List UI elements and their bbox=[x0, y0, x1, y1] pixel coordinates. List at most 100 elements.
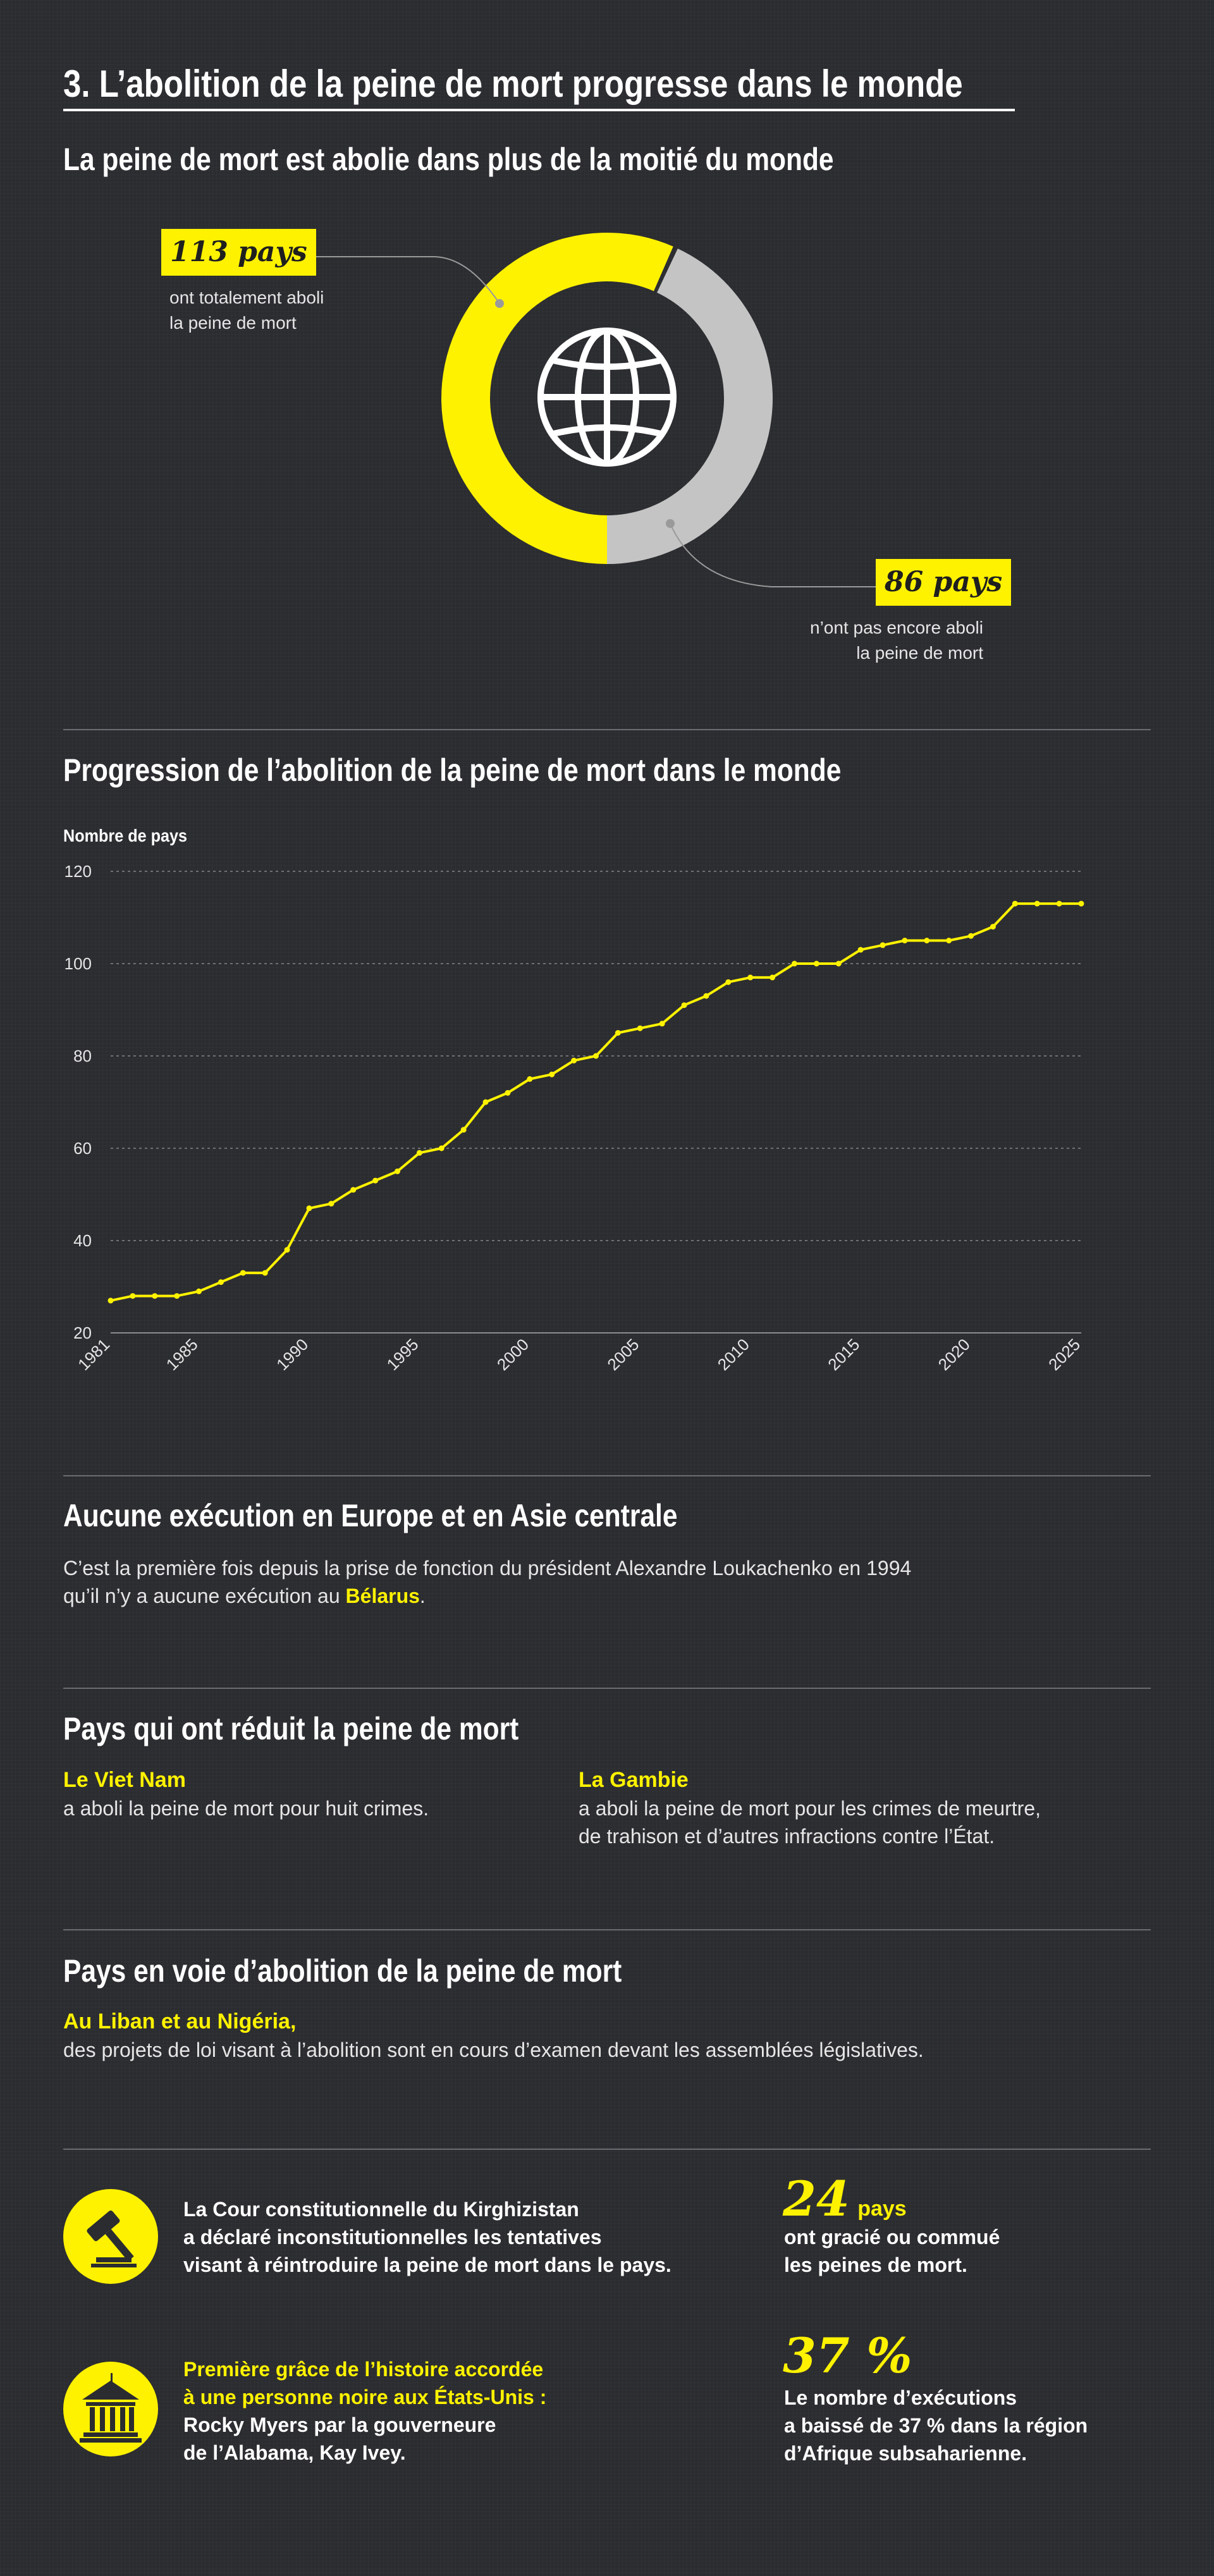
divider-2 bbox=[63, 1475, 1151, 1476]
not-abolished-desc-1: n’ont pas encore aboli bbox=[810, 618, 983, 637]
data-point bbox=[174, 1293, 180, 1299]
data-point bbox=[438, 1145, 445, 1151]
pending-text: des projets de loi visant à l’abolition … bbox=[63, 2039, 924, 2061]
not-abolished-desc-2: la peine de mort bbox=[856, 643, 983, 663]
gambia-label: La Gambie bbox=[579, 1768, 689, 1792]
gavel-icon-circle bbox=[63, 2189, 158, 2284]
y-tick-label: 60 bbox=[73, 1139, 92, 1158]
usa-line-4: de l’Alabama, Kay Ivey. bbox=[183, 2441, 406, 2464]
data-point bbox=[1078, 900, 1084, 907]
divider-1 bbox=[63, 729, 1151, 730]
abolished-leader-dot bbox=[495, 299, 504, 308]
gambia-text-2: de trahison et d’autres infractions cont… bbox=[579, 1825, 995, 1848]
data-point bbox=[835, 960, 842, 967]
pardons-headline: 24 pays bbox=[783, 2175, 907, 2223]
page-title: 3. L’abolition de la peine de mort progr… bbox=[63, 63, 963, 105]
y-tick-label: 80 bbox=[73, 1046, 92, 1065]
data-point bbox=[725, 979, 732, 985]
executions-line-3: d’Afrique subsaharienne. bbox=[784, 2442, 1027, 2465]
divider-4 bbox=[63, 1929, 1151, 1930]
courthouse-icon-circle bbox=[63, 2362, 158, 2456]
executions-number: 37 % bbox=[783, 2328, 912, 2384]
reduced-heading: Pays qui ont réduit la peine de mort bbox=[63, 1711, 519, 1746]
divider-3 bbox=[63, 1688, 1151, 1689]
pardons-unit: pays bbox=[857, 2197, 907, 2221]
pending-heading: Pays en voie d’abolition de la peine de … bbox=[63, 1953, 622, 1989]
data-point bbox=[460, 1127, 467, 1133]
data-point bbox=[703, 993, 709, 999]
x-tick-label: 2025 bbox=[1045, 1335, 1084, 1374]
data-point bbox=[196, 1288, 202, 1294]
data-point bbox=[990, 924, 996, 930]
gavel-icon bbox=[87, 2210, 137, 2267]
europe-heading: Aucune exécution en Europe et en Asie ce… bbox=[63, 1498, 678, 1533]
vietnam-label: Le Viet Nam bbox=[63, 1768, 187, 1792]
y-tick-label: 120 bbox=[64, 862, 92, 881]
x-tick-label: 1990 bbox=[273, 1335, 312, 1374]
data-point bbox=[857, 947, 864, 953]
data-point bbox=[902, 938, 908, 943]
globe-icon bbox=[537, 328, 677, 467]
data-point bbox=[1012, 900, 1018, 907]
data-point bbox=[769, 974, 776, 981]
x-tick-label: 1995 bbox=[383, 1335, 422, 1374]
x-tick-label: 2020 bbox=[935, 1335, 974, 1374]
pardons-line-1: ont gracié ou commué bbox=[784, 2226, 1000, 2248]
data-point bbox=[747, 974, 754, 981]
usa-highlight-2: à une personne noire aux États-Unis : bbox=[183, 2386, 547, 2408]
usa-highlight-1: Première grâce de l’histoire accordée bbox=[183, 2358, 544, 2381]
not-abolished-count: 86 pays bbox=[876, 559, 1012, 606]
data-point bbox=[637, 1025, 643, 1031]
data-point bbox=[395, 1168, 401, 1174]
kyrgyz-line-3: visant à réintroduire la peine de mort d… bbox=[183, 2254, 671, 2276]
belarus-highlight: Bélarus bbox=[345, 1585, 420, 1607]
data-point bbox=[571, 1057, 577, 1064]
executions-line-1: Le nombre d’exécutions bbox=[784, 2386, 1017, 2409]
chart-title: Progression de l’abolition de la peine d… bbox=[63, 752, 842, 788]
chart-ylabel: Nombre de pays bbox=[63, 826, 188, 845]
europe-text-2: qu’il n’y a aucune exécution au Bélarus. bbox=[63, 1582, 426, 1610]
data-point bbox=[416, 1150, 422, 1156]
data-point bbox=[152, 1293, 158, 1299]
kyrgyz-line-1: La Cour constitutionnelle du Kirghizista… bbox=[183, 2198, 579, 2221]
data-point bbox=[306, 1205, 312, 1211]
data-point bbox=[262, 1270, 268, 1276]
divider-5 bbox=[63, 2149, 1151, 2150]
title-underline bbox=[63, 109, 1015, 111]
donut-heading: La peine de mort est abolie dans plus de… bbox=[63, 142, 834, 177]
data-point bbox=[659, 1021, 665, 1027]
abolished-desc-2: la peine de mort bbox=[169, 313, 297, 333]
x-tick-label: 2005 bbox=[603, 1335, 642, 1374]
data-point bbox=[107, 1297, 114, 1304]
data-point bbox=[946, 938, 952, 943]
data-point bbox=[328, 1201, 334, 1207]
y-tick-label: 40 bbox=[73, 1231, 92, 1250]
x-tick-label: 2010 bbox=[714, 1335, 753, 1374]
data-point bbox=[482, 1099, 489, 1105]
y-tick-label: 20 bbox=[73, 1323, 92, 1342]
abolished-leader-line bbox=[288, 256, 500, 304]
data-point bbox=[880, 942, 886, 948]
x-tick-label: 1985 bbox=[162, 1335, 202, 1374]
data-point bbox=[1056, 900, 1062, 907]
data-point bbox=[924, 938, 930, 943]
data-point bbox=[615, 1030, 621, 1036]
data-point bbox=[372, 1177, 379, 1184]
usa-line-3: Rocky Myers par la gouverneure bbox=[183, 2413, 496, 2436]
data-point bbox=[218, 1279, 224, 1285]
data-point bbox=[505, 1089, 511, 1096]
executions-line-2: a baissé de 37 % dans la région bbox=[784, 2414, 1088, 2437]
kyrgyz-line-2: a déclaré inconstitutionnelles les tenta… bbox=[183, 2226, 602, 2248]
europe-text-2-after: . bbox=[419, 1585, 426, 1607]
europe-text-1: C’est la première fois depuis la prise d… bbox=[63, 1557, 912, 1579]
data-point bbox=[527, 1076, 533, 1082]
data-point bbox=[791, 960, 797, 967]
abolished-desc-1: ont totalement aboli bbox=[169, 288, 324, 307]
data-point bbox=[593, 1053, 599, 1059]
data-point bbox=[968, 933, 974, 939]
donut-slice-abolished bbox=[441, 232, 673, 564]
vietnam-text: a aboli la peine de mort pour huit crime… bbox=[63, 1797, 429, 1820]
x-tick-label: 2000 bbox=[493, 1335, 532, 1374]
donut-chart bbox=[288, 232, 876, 587]
y-tick-label: 100 bbox=[64, 954, 92, 973]
